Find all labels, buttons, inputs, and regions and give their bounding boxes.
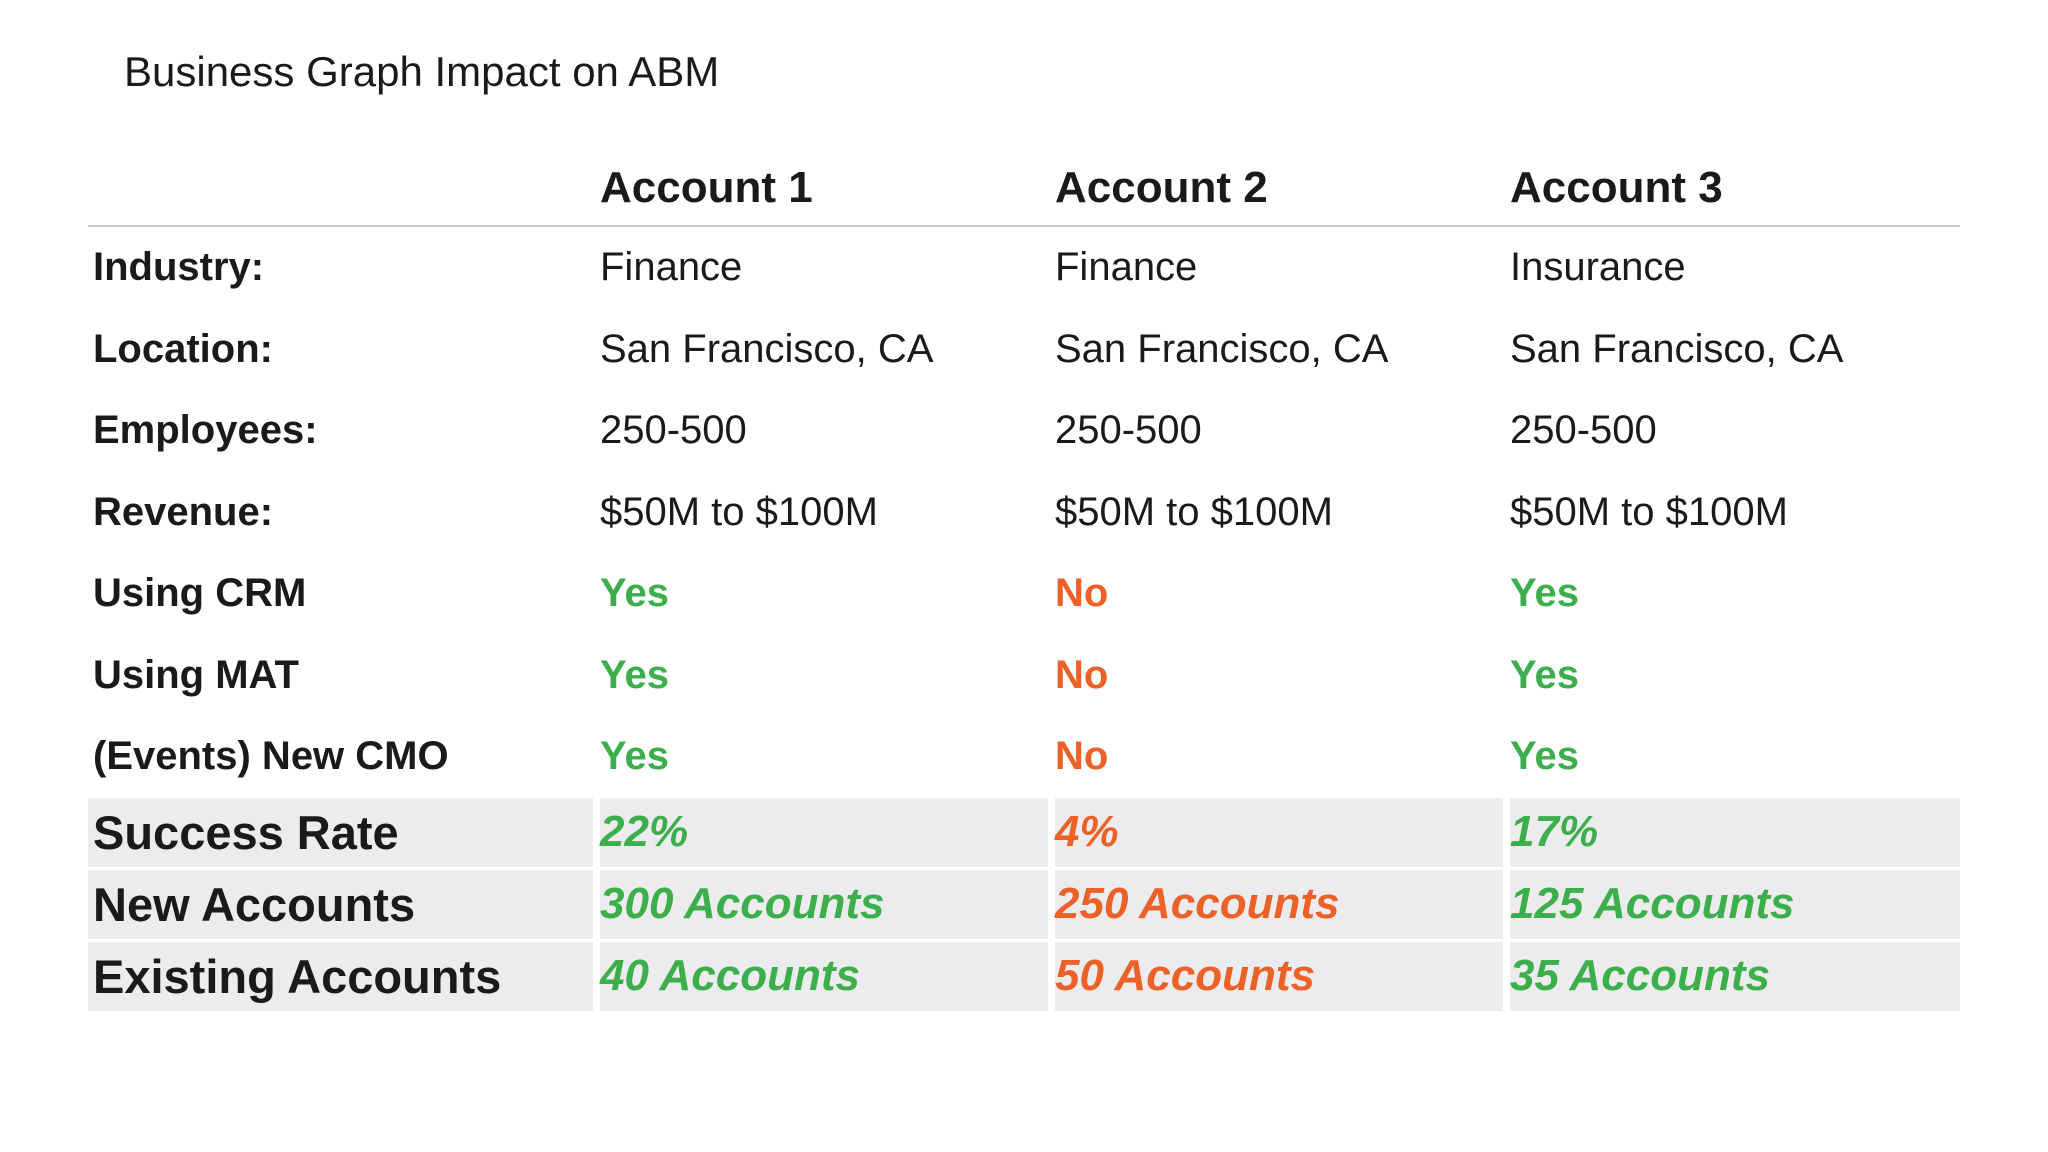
table-header-row: Account 1 Account 2 Account 3: [88, 160, 1960, 227]
cell-value: Finance: [600, 245, 743, 290]
cell-value: 35 Accounts: [1510, 951, 1771, 1000]
cell-value: 250-500: [600, 408, 747, 453]
cell-value: Yes: [600, 571, 669, 616]
cell-value: 125 Accounts: [1510, 879, 1795, 928]
cell-value: Finance: [1055, 245, 1198, 290]
row-label: Existing Accounts: [93, 949, 502, 1003]
cell-value: Yes: [600, 652, 669, 697]
cell-value: 4%: [1055, 807, 1119, 856]
row-label: Location:: [93, 326, 273, 371]
row-label: Industry:: [93, 245, 265, 290]
cell-value: 250-500: [1055, 408, 1202, 453]
table-row-existing-accounts: Existing Accounts 40 Accounts 50 Account…: [88, 941, 1960, 1011]
cell-value: No: [1055, 734, 1109, 779]
column-header-account-3: Account 3: [1510, 163, 1723, 212]
row-label: Using MAT: [93, 652, 299, 697]
cell-value: Yes: [1510, 652, 1579, 697]
cell-value: $50M to $100M: [1055, 489, 1333, 534]
summary-section: Success Rate 22% 4% 17% New Accounts 300…: [88, 797, 1960, 1011]
row-label: Employees:: [93, 408, 318, 453]
cell-value: Yes: [1510, 734, 1579, 779]
comparison-table: Account 1 Account 2 Account 3 Industry: …: [88, 160, 1960, 1011]
cell-value: San Francisco, CA: [1055, 326, 1389, 371]
page-title: Business Graph Impact on ABM: [124, 48, 720, 95]
column-header-account-1: Account 1: [600, 163, 813, 212]
table-row-success-rate: Success Rate 22% 4% 17%: [88, 797, 1960, 867]
cell-value: No: [1055, 571, 1109, 616]
cell-value: 50 Accounts: [1055, 951, 1316, 1000]
table-row-location: Location: San Francisco, CA San Francisc…: [88, 309, 1960, 391]
table-row-revenue: Revenue: $50M to $100M $50M to $100M $50…: [88, 472, 1960, 554]
table-row-employees: Employees: 250-500 250-500 250-500: [88, 390, 1960, 472]
cell-value: Insurance: [1510, 245, 1686, 290]
row-label: New Accounts: [93, 877, 416, 931]
cell-value: Yes: [1510, 571, 1579, 616]
cell-value: 250-500: [1510, 408, 1657, 453]
table-row-using-mat: Using MAT Yes No Yes: [88, 635, 1960, 717]
table-row-events-new-cmo: (Events) New CMO Yes No Yes: [88, 716, 1960, 798]
cell-value: Yes: [600, 734, 669, 779]
row-label: Using CRM: [93, 571, 307, 616]
table-row-using-crm: Using CRM Yes No Yes: [88, 553, 1960, 635]
cell-value: 300 Accounts: [600, 879, 885, 928]
cell-value: 17%: [1510, 807, 1599, 856]
row-label: (Events) New CMO: [93, 734, 449, 779]
cell-value: San Francisco, CA: [600, 326, 934, 371]
cell-value: $50M to $100M: [600, 489, 878, 534]
cell-value: 22%: [600, 807, 689, 856]
table-row-industry: Industry: Finance Finance Insurance: [88, 227, 1960, 309]
cell-value: $50M to $100M: [1510, 489, 1788, 534]
row-label: Success Rate: [93, 805, 399, 859]
cell-value: No: [1055, 652, 1109, 697]
cell-value: 40 Accounts: [600, 951, 861, 1000]
corner-cell: [88, 213, 593, 225]
cell-value: 250 Accounts: [1055, 879, 1340, 928]
row-label: Revenue:: [93, 489, 274, 534]
column-header-account-2: Account 2: [1055, 163, 1268, 212]
cell-value: San Francisco, CA: [1510, 326, 1844, 371]
table-row-new-accounts: New Accounts 300 Accounts 250 Accounts 1…: [88, 869, 1960, 939]
